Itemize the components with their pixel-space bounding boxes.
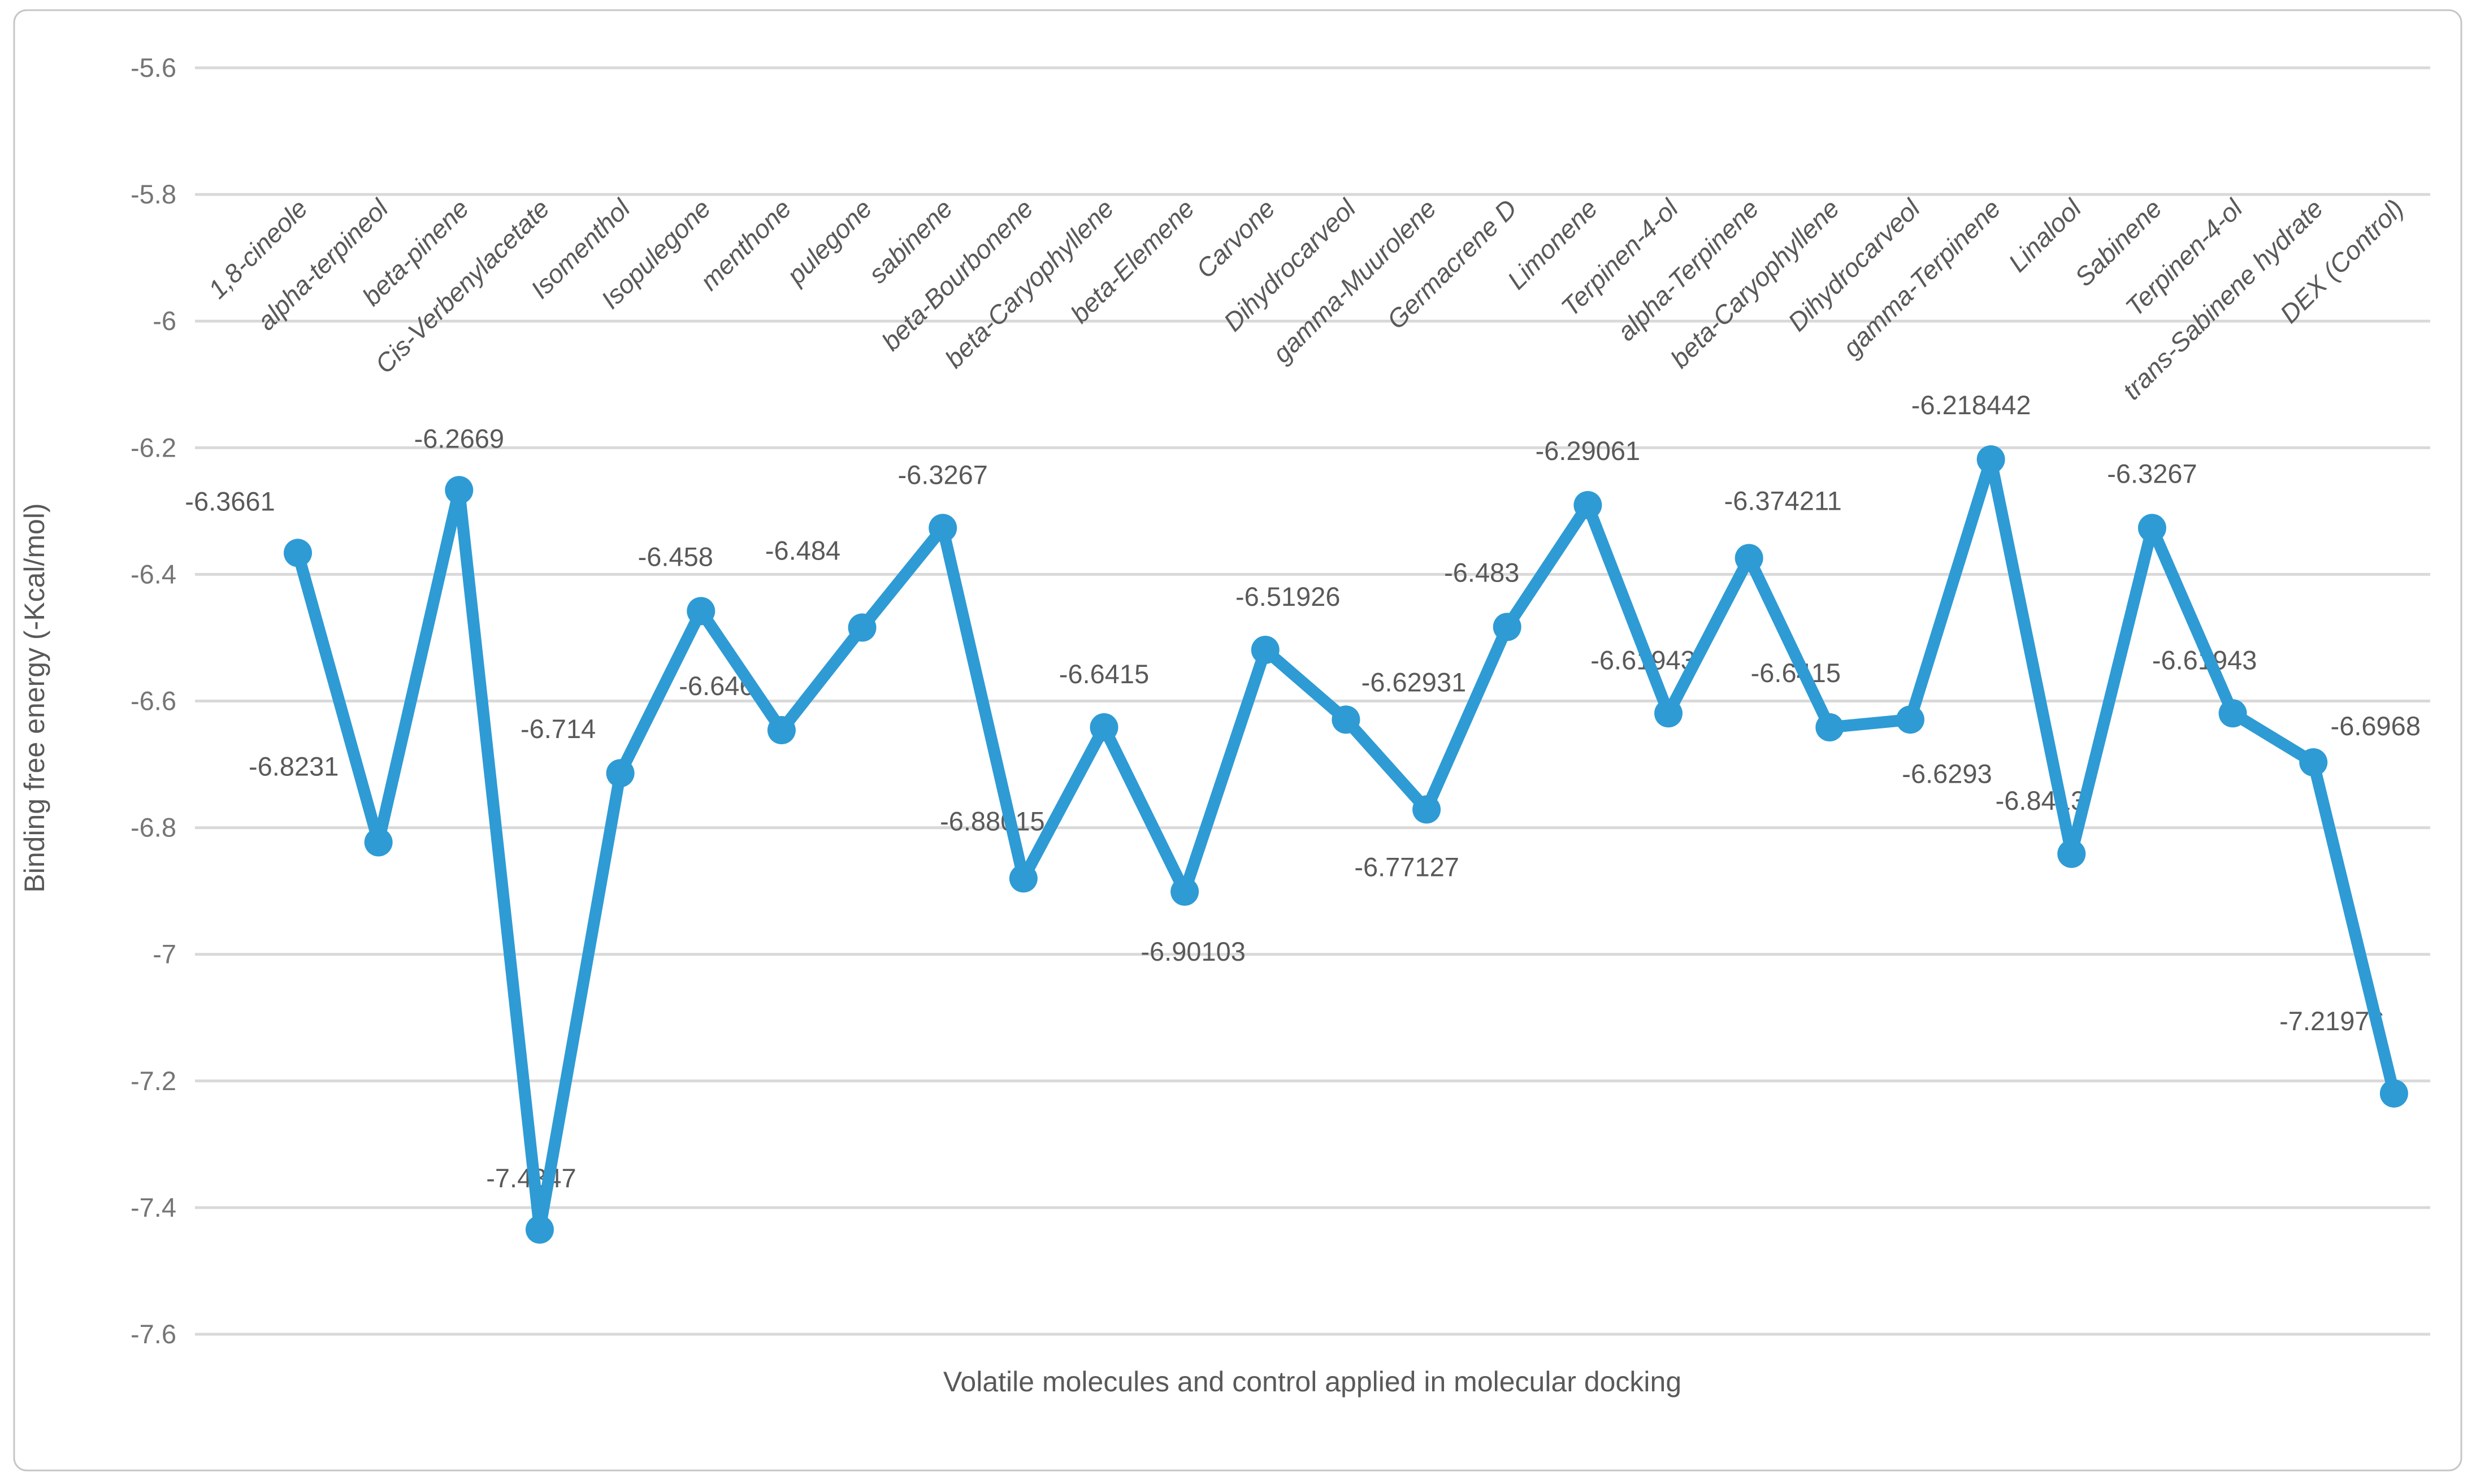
data-point-label: -6.374211 [1724, 486, 1842, 516]
y-tick-label: -5.8 [131, 179, 176, 209]
data-point-marker [929, 514, 957, 543]
data-point-marker [1815, 713, 1844, 742]
data-point-label: -6.3267 [897, 459, 987, 489]
data-point-marker [1090, 713, 1118, 742]
y-tick-label: -5.6 [131, 53, 176, 83]
x-axis-title: Volatile molecules and control applied i… [943, 1366, 1681, 1398]
data-point-marker [606, 759, 635, 788]
y-axis-title: Binding free energy (-Kcal/mol) [19, 503, 50, 892]
data-point-label: -6.8231 [249, 751, 339, 781]
data-point-label: -6.6293 [1902, 758, 1992, 788]
data-point-marker [687, 597, 716, 626]
data-point-label: -6.6415 [1059, 659, 1149, 689]
data-point-label: -6.62931 [1361, 667, 1467, 697]
data-point-marker [767, 716, 796, 745]
data-labels-group: -6.3661-6.8231-6.2669-7.4347-6.714-6.458… [185, 390, 2421, 1193]
series-group [284, 445, 2408, 1244]
data-point-marker [2137, 514, 2166, 543]
y-tick-label: -6 [153, 306, 176, 336]
data-point-label: -6.218442 [1911, 390, 2031, 420]
data-point-marker [1896, 705, 1924, 734]
data-point-marker [1251, 636, 1280, 665]
data-point-label: -6.484 [765, 536, 840, 566]
data-point-label: -6.8413 [1996, 786, 2085, 815]
data-point-label: -6.458 [638, 541, 713, 571]
y-tick-label: -7.6 [131, 1319, 176, 1349]
data-point-marker [525, 1215, 554, 1244]
data-point-label: -6.3267 [2107, 458, 2197, 488]
data-point-marker [364, 828, 393, 857]
y-tick-label: -7.4 [131, 1192, 176, 1222]
data-point-marker [1976, 445, 2005, 474]
data-point-marker [1412, 795, 1441, 824]
data-point-marker [284, 539, 312, 567]
data-point-label: -6.77127 [1354, 852, 1459, 882]
data-point-marker [1493, 613, 1521, 641]
data-point-label: -6.714 [521, 714, 596, 744]
y-tick-label: -6.8 [131, 813, 176, 843]
data-point-marker [445, 476, 474, 505]
y-tick-label: -7.2 [131, 1066, 176, 1096]
y-tick-label: -6.6 [131, 686, 176, 716]
data-point-marker [1009, 864, 1038, 893]
y-tick-label: -6.2 [131, 432, 176, 462]
data-point-marker [1654, 699, 1683, 728]
data-point-label: -6.29061 [1536, 436, 1641, 466]
data-point-marker [1332, 705, 1360, 734]
y-axis-tick-labels-group: -5.6 -5.8 -6 -6.2 -6.4 -6.6 -6.8 -7 -7.2 -7.4 -7.6 [131, 53, 176, 1349]
data-point-label: -6.483 [1444, 557, 1519, 587]
data-point-label: -6.88015 [940, 806, 1045, 836]
data-point-label: -7.21976 [2279, 1006, 2384, 1036]
data-point-label: -6.90103 [1141, 936, 1246, 966]
y-tick-label: -7 [153, 939, 176, 969]
data-point-marker [2218, 699, 2247, 728]
y-tick-label: -6.4 [131, 559, 176, 589]
data-point-label: -6.2669 [414, 423, 504, 453]
data-point-marker [1573, 491, 1602, 519]
data-point-marker [2379, 1079, 2408, 1108]
data-point-label: -6.51926 [1235, 582, 1341, 611]
data-point-marker [1170, 877, 1199, 906]
data-point-marker [848, 613, 877, 642]
data-point-label: -6.3661 [185, 486, 275, 516]
data-point-label: -6.6968 [2331, 711, 2421, 741]
data-point-marker [1734, 544, 1763, 572]
data-point-marker [2057, 839, 2086, 868]
data-point-marker [2299, 748, 2328, 776]
